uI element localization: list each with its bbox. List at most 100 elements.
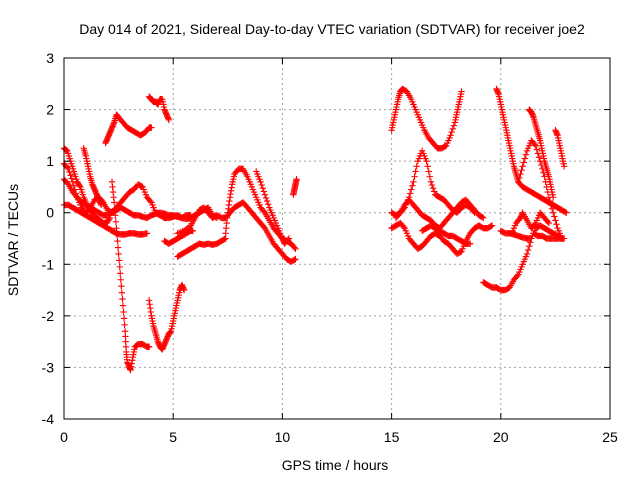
data-point-plus — [522, 151, 530, 158]
data-point-plus — [69, 178, 76, 185]
data-point-plus — [516, 174, 523, 182]
data-point-plus — [449, 125, 456, 133]
data-point-plus — [165, 116, 173, 124]
data-point-plus — [120, 315, 128, 322]
series-trace-23 — [497, 227, 535, 242]
series-trace-19 — [392, 196, 487, 232]
data-point-plus — [145, 343, 153, 350]
data-point-plus — [119, 295, 126, 303]
data-point-plus — [525, 243, 533, 250]
x-axis-label: GPS time / hours — [282, 457, 389, 473]
data-point-plus — [70, 182, 78, 189]
data-point-plus — [457, 248, 464, 256]
y-tick-label: -1 — [42, 256, 55, 272]
data-point-plus — [121, 321, 128, 329]
chart-title: Day 014 of 2021, Sidereal Day-to-day VTE… — [79, 21, 585, 37]
data-point-plus — [531, 141, 538, 148]
data-point-plus — [458, 88, 465, 95]
data-point-plus — [112, 212, 119, 219]
data-point-plus — [116, 263, 123, 271]
data-point-plus — [518, 166, 525, 174]
data-point-plus — [115, 250, 122, 258]
y-tick-label: -4 — [42, 411, 55, 427]
data-point-plus — [263, 197, 271, 205]
series-trace-10 — [161, 227, 197, 247]
data-point-plus — [521, 155, 529, 162]
series-trace-24 — [525, 106, 557, 201]
data-point-plus — [479, 214, 486, 221]
x-tick-label: 5 — [169, 429, 177, 445]
series-trace-9 — [145, 93, 173, 124]
data-point-plus — [536, 157, 544, 165]
data-point-plus — [143, 230, 151, 237]
y-tick-label: 2 — [46, 102, 54, 118]
data-point-plus — [118, 283, 125, 290]
data-point-plus — [148, 124, 155, 131]
data-point-plus — [545, 194, 553, 201]
y-tick-label: 1 — [46, 153, 54, 169]
data-point-plus — [262, 194, 270, 202]
data-point-plus — [515, 178, 522, 185]
data-point-plus — [426, 173, 434, 180]
data-point-plus — [447, 132, 454, 139]
data-point-plus — [409, 182, 416, 189]
y-tick-label: 0 — [46, 205, 54, 221]
axis-ticks: 0 5 10 15 20 25 -4 -3 -2 -1 0 1 2 3 — [42, 50, 618, 445]
data-point-plus — [64, 179, 71, 187]
data-point-plus — [488, 222, 496, 229]
data-point-plus — [517, 170, 524, 178]
data-point-plus — [221, 235, 228, 243]
x-tick-label: 0 — [60, 429, 68, 445]
data-point-plus — [546, 197, 554, 205]
data-point-plus — [261, 191, 269, 198]
data-points — [60, 85, 570, 374]
data-point-plus — [285, 235, 293, 242]
series-trace-5 — [80, 145, 105, 209]
data-point-plus — [291, 244, 298, 251]
data-point-plus — [533, 146, 541, 153]
data-point-plus — [531, 221, 538, 228]
data-point-plus — [427, 178, 435, 185]
data-point-plus — [544, 188, 551, 196]
data-point-plus — [411, 173, 418, 180]
data-point-plus — [523, 250, 531, 258]
data-point-plus — [423, 157, 430, 165]
x-tick-label: 25 — [602, 429, 618, 445]
y-axis-label: SDTVAR / TECUs — [5, 184, 21, 296]
data-point-plus — [424, 163, 431, 170]
data-point-plus — [410, 178, 417, 185]
data-point-plus — [524, 246, 532, 254]
data-point-plus — [292, 255, 299, 263]
data-point-plus — [539, 165, 546, 173]
data-point-plus — [65, 165, 72, 173]
data-point-plus — [396, 210, 403, 218]
data-point-plus — [551, 213, 558, 220]
x-tick-label: 15 — [384, 429, 400, 445]
data-point-plus — [113, 231, 121, 238]
data-point-plus — [284, 236, 292, 243]
data-point-plus — [114, 244, 122, 251]
series-trace-26 — [515, 137, 566, 242]
data-point-plus — [97, 201, 105, 209]
data-point-plus — [542, 178, 549, 185]
series-trace-16 — [388, 85, 465, 152]
data-point-plus — [532, 142, 539, 149]
data-point-plus — [117, 270, 124, 277]
series-trace-7 — [108, 178, 153, 374]
x-tick-label: 20 — [493, 429, 509, 445]
data-point-plus — [115, 257, 123, 264]
data-point-plus — [119, 302, 127, 309]
data-point-plus — [448, 128, 455, 136]
data-point-plus — [560, 163, 568, 170]
data-point-plus — [528, 235, 535, 242]
data-point-plus — [562, 208, 569, 216]
series-trace-6 — [102, 111, 155, 147]
x-tick-label: 10 — [275, 429, 291, 445]
data-point-plus — [257, 178, 264, 185]
data-point-plus — [543, 183, 550, 191]
data-point-plus — [113, 224, 120, 232]
data-point-plus — [64, 164, 71, 171]
data-point-plus — [112, 218, 120, 225]
data-point-plus — [563, 209, 570, 216]
